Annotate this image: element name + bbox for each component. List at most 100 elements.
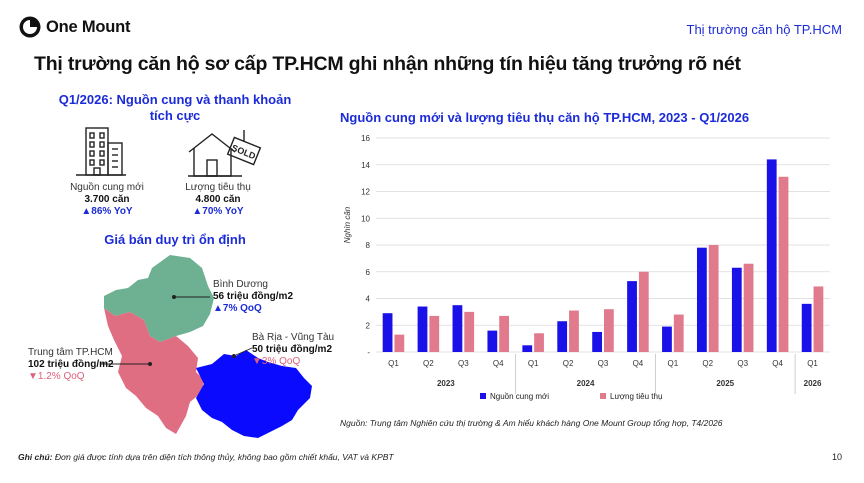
bar-sales [604,309,614,352]
bar-supply [801,303,812,352]
x-tick-label: Q3 [598,359,609,368]
bar-sales [534,333,544,352]
region-name: Trung tâm TP.HCM [28,347,113,358]
bar-sales [638,271,649,352]
x-tick-label: Q1 [388,359,399,368]
bar-supply [766,159,777,352]
bar-supply [696,247,707,352]
legend-label-supply: Nguồn cung mới [490,392,549,401]
logo-text: One Mount [46,17,131,36]
trung-tam-label: Trung tâm TP.HCM 102 triệu đồng/m2 ▼1.2%… [28,347,114,383]
x-tick-label: Q1 [528,359,539,368]
chart-title: Nguồn cung mới và lượng tiêu thụ căn hộ … [340,110,750,125]
bar-supply [382,313,393,352]
one-mount-logo-icon [19,16,41,38]
binh-duong-label: Bình Dương 56 triệu đồng/m2 ▲7% QoQ [213,279,293,315]
region-change: ▲7% QoQ [213,303,262,314]
x-tick-label: Q4 [493,359,504,368]
year-label: 2025 [716,379,734,388]
sales-stat: Lượng tiêu thụ 4.800 căn ▲70% YoY [170,182,266,218]
ba-ria-marker [232,354,236,358]
y-tick-label: 10 [361,214,370,223]
supply-sales-bar-chart: - 2 4 6 8 10 12 14 16 Nghìn căn Q1 Q2 Q3 Q4 Q1 Q2 Q3 Q4 Q1… [343,134,830,401]
y-tick-label: - [367,348,370,357]
x-tick-label: Q4 [633,359,644,368]
bar-sales [708,245,719,352]
note-text: Đơn giá được tính dựa trên diện tích thô… [54,452,394,462]
bar-sales [813,286,824,352]
x-tick-label: Q2 [423,359,434,368]
binh-duong-marker [172,295,176,299]
q1-headline: Q1/2026: Nguồn cung và thanh khoản tích … [30,92,320,124]
supply-stat: Nguồn cung mới 3.700 căn ▲86% YoY [57,182,157,218]
x-tick-label: Q3 [458,359,469,368]
y-tick-label: 14 [361,161,370,170]
house-sold-icon: SOLD [188,130,262,177]
page-title: Thị trường căn hộ sơ cấp TP.HCM ghi nhận… [34,53,741,75]
bar-supply [417,306,428,352]
region-name: Bà Rịa - Vũng Tàu [252,332,335,343]
y-tick-label: 2 [366,321,371,330]
bar-supply [662,326,672,352]
y-tick-label: 6 [366,268,371,277]
bar-sales [394,334,405,352]
ba-ria-label: Bà Rịa - Vũng Tàu 50 triệu đồng/m2 ▼3% Q… [252,332,334,368]
x-tick-label: Q1 [807,359,818,368]
legend-swatch-sales [600,393,606,399]
source-note: Nguồn: Trung tâm Nghiên cứu thị trường &… [340,418,723,428]
apartment-building-icon [76,127,126,176]
legend-label-sales: Lượng tiêu thụ [610,392,662,401]
year-label: 2023 [437,379,455,388]
y-tick-label: 4 [366,295,371,304]
y-axis-label: Nghìn căn [343,206,352,243]
x-tick-label: Q2 [563,359,574,368]
page-number: 10 [831,452,842,462]
headline-line-2: tích cực [149,108,201,123]
note-label: Ghi chú: [18,452,53,462]
headline-line-1: Q1/2026: Nguồn cung và thanh khoản [58,92,292,107]
y-tick-label: 12 [361,188,370,197]
trung-tam-marker [148,362,152,366]
bar-sales [743,263,754,352]
bar-sales [464,311,475,352]
region-price: 102 triệu đồng/m2 [28,359,114,370]
bar-sales [499,315,510,352]
bar-sales [429,315,440,352]
sales-change: ▲70% YoY [192,206,244,217]
supply-change: ▲86% YoY [81,206,133,217]
region-price: 56 triệu đồng/m2 [213,291,294,302]
section-title: Thị trường căn hộ TP.HCM [686,22,842,37]
bar-sales [569,310,579,352]
bar-supply [627,281,637,352]
region-name: Bình Dương [213,279,268,290]
bar-supply [487,330,498,352]
brand-logo: One Mount [19,16,131,38]
footnote: Ghi chú: Đơn giá được tính dựa trên diện… [18,452,394,462]
bar-supply [522,345,533,352]
year-label: 2026 [804,379,822,388]
region-change: ▼3% QoQ [252,356,301,367]
x-tick-label: Q1 [668,359,679,368]
sales-label: Lượng tiêu thụ [185,182,251,193]
x-tick-label: Q2 [702,359,713,368]
bar-sales [673,314,684,352]
bar-sales [778,176,789,352]
y-tick-label: 8 [366,241,371,250]
map-region-trung-tam [104,308,204,434]
legend-swatch-supply [480,393,486,399]
supply-value: 3.700 căn [84,194,130,205]
bar-supply [592,331,602,352]
price-headline: Giá bán duy trì ổn định [104,232,246,247]
region-change: ▼1.2% QoQ [28,371,85,382]
y-tick-label: 16 [361,134,370,143]
supply-label: Nguồn cung mới [70,182,144,193]
map-region-binh-duong [104,255,214,342]
sales-value: 4.800 căn [195,194,241,205]
year-label: 2024 [577,379,595,388]
region-price: 50 triệu đồng/m2 [252,344,333,355]
bar-supply [557,321,568,352]
x-tick-label: Q3 [737,359,748,368]
x-tick-label: Q4 [772,359,783,368]
bar-supply [731,267,742,352]
bar-supply [452,305,463,352]
